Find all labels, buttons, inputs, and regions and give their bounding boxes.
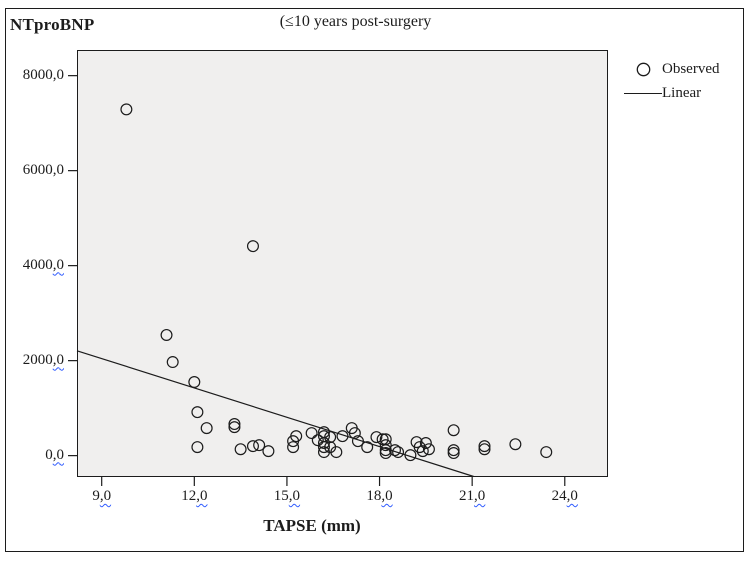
data-point bbox=[336, 430, 349, 443]
data-point bbox=[404, 449, 417, 462]
data-point bbox=[370, 431, 383, 444]
data-point bbox=[253, 439, 266, 452]
data-point bbox=[416, 445, 429, 458]
data-point bbox=[246, 440, 259, 453]
x-tick-label: 15,0 bbox=[273, 488, 301, 504]
x-tick-label: 9,0 bbox=[92, 488, 112, 504]
data-point bbox=[305, 427, 318, 440]
data-point bbox=[160, 328, 173, 341]
line-sample-icon bbox=[624, 92, 662, 94]
data-point bbox=[413, 441, 426, 454]
x-tick-label: 24,0 bbox=[551, 488, 578, 504]
data-point bbox=[388, 444, 401, 457]
trend-line bbox=[76, 350, 474, 478]
data-point bbox=[228, 421, 241, 434]
open-circle-icon bbox=[624, 62, 662, 77]
data-point bbox=[379, 439, 392, 452]
legend-linear-label: Linear bbox=[662, 84, 702, 101]
data-point bbox=[287, 441, 300, 454]
y-tick-label: 0,0 bbox=[45, 446, 64, 463]
chart-title: (≤10 years post-surgery bbox=[279, 13, 432, 30]
data-point bbox=[191, 441, 204, 454]
data-point bbox=[330, 446, 343, 459]
data-point bbox=[376, 433, 389, 446]
data-point bbox=[262, 445, 275, 458]
data-point bbox=[120, 103, 133, 116]
data-point bbox=[351, 435, 364, 448]
data-point bbox=[447, 424, 460, 437]
data-point bbox=[200, 422, 213, 435]
y-tick-label: 4000,0 bbox=[22, 256, 64, 273]
y-tick-label: 8000,0 bbox=[22, 66, 64, 83]
x-tick-label: 18,0 bbox=[366, 488, 393, 504]
data-point bbox=[348, 427, 361, 440]
data-point bbox=[478, 440, 491, 453]
data-point bbox=[311, 434, 324, 447]
x-tick-label: 21,0 bbox=[459, 488, 486, 504]
x-tick-label: 12,0 bbox=[181, 488, 208, 504]
data-point bbox=[317, 441, 330, 454]
data-point bbox=[290, 430, 303, 443]
data-point bbox=[191, 406, 204, 419]
data-point bbox=[509, 438, 522, 451]
data-point bbox=[228, 418, 241, 431]
x-axis-title: TAPSE (mm) bbox=[263, 516, 361, 535]
data-point bbox=[166, 356, 179, 369]
legend-observed-label: Observed bbox=[662, 60, 720, 77]
data-point bbox=[447, 447, 460, 460]
legend-observed-row: Observed bbox=[624, 57, 719, 81]
data-point bbox=[478, 443, 491, 456]
legend-linear-row: Linear bbox=[624, 81, 719, 105]
legend: Observed Linear bbox=[624, 57, 719, 105]
data-point bbox=[540, 446, 553, 459]
data-point bbox=[447, 444, 460, 457]
y-tick-label: 2000,0 bbox=[22, 351, 64, 368]
plot-area bbox=[77, 50, 608, 477]
data-point bbox=[422, 443, 435, 456]
data-point bbox=[246, 240, 259, 253]
data-point bbox=[361, 441, 374, 454]
data-point bbox=[188, 376, 201, 389]
data-point bbox=[234, 443, 247, 456]
y-tick-label: 6000,0 bbox=[22, 161, 64, 178]
data-point bbox=[392, 446, 405, 459]
data-point bbox=[419, 437, 432, 450]
figure-border bbox=[5, 8, 744, 552]
data-point bbox=[379, 444, 392, 457]
data-point bbox=[317, 437, 330, 450]
data-point bbox=[379, 447, 392, 460]
y-axis-title: NTproBNP bbox=[10, 15, 95, 34]
